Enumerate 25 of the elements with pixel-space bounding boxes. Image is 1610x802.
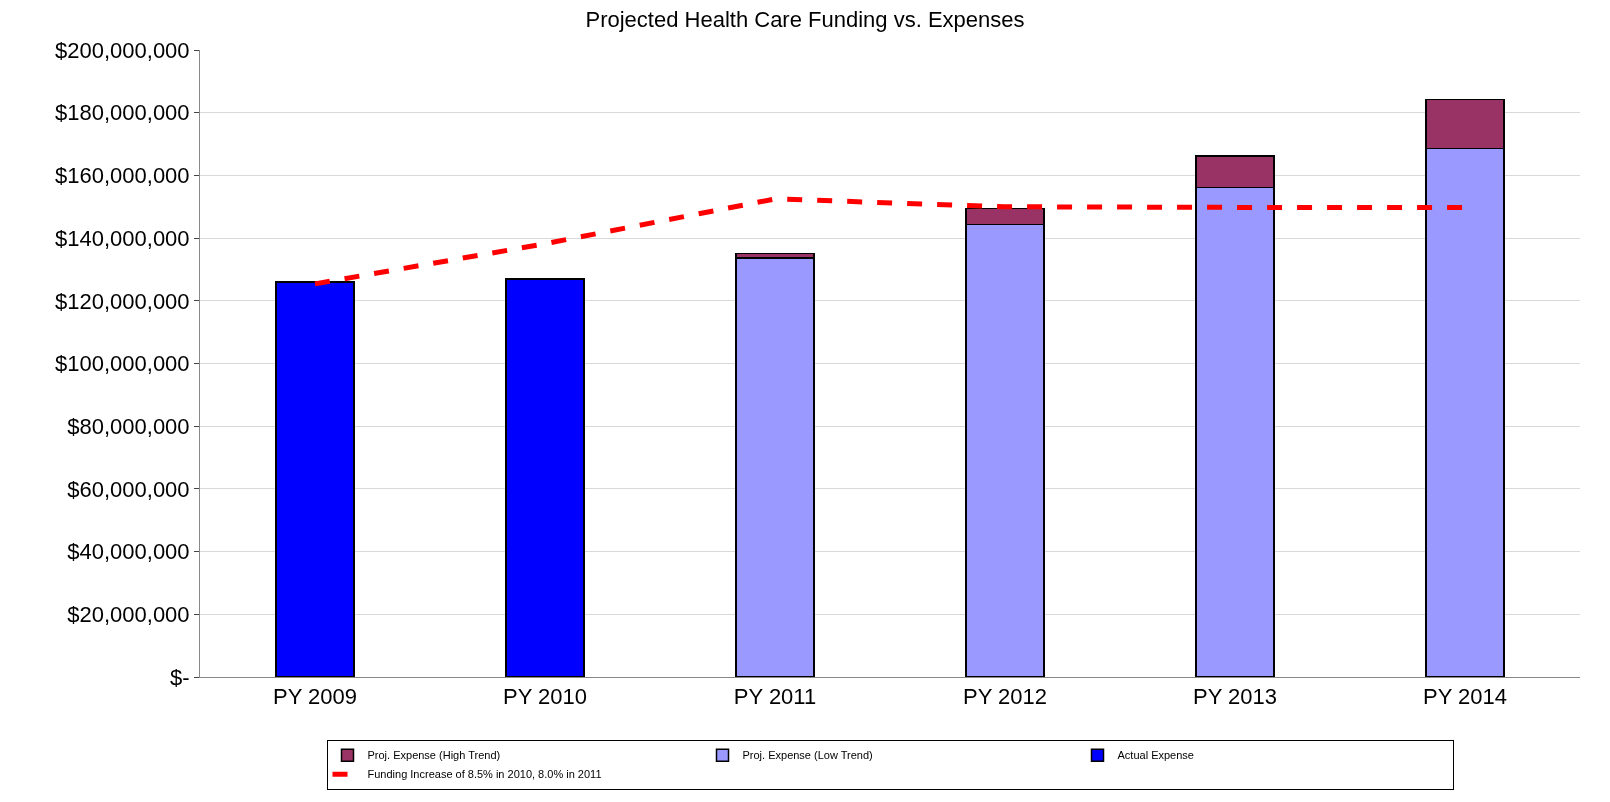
- y-tick-label: $40,000,000: [67, 539, 190, 565]
- y-tick-label: $180,000,000: [55, 100, 190, 126]
- y-tick-label: $200,000,000: [55, 37, 190, 63]
- y-tick-label: $140,000,000: [55, 225, 190, 251]
- y-tick-label: $-: [170, 664, 190, 690]
- legend-label: Funding Increase of 8.5% in 2010, 8.0% in 2011: [367, 768, 602, 781]
- y-tick-label: $80,000,000: [67, 413, 190, 439]
- bar: [275, 281, 355, 677]
- y-tick-label: $20,000,000: [67, 602, 190, 627]
- x-tick-label: PY 2014: [1422, 684, 1508, 710]
- bar: [505, 278, 585, 677]
- x-tick-label: PY 2009: [272, 684, 358, 710]
- x-tick-label: PY 2012: [962, 684, 1048, 710]
- legend-label: Proj. Expense (Low Trend): [742, 749, 873, 762]
- legend-label: Proj. Expense (High Trend): [367, 749, 501, 762]
- y-tick-label: $120,000,000: [55, 288, 190, 314]
- y-tick-label: $60,000,000: [67, 476, 190, 502]
- y-tick-label: $100,000,000: [55, 351, 190, 377]
- x-tick-label: PY 2013: [1192, 684, 1278, 710]
- x-tick-label: PY 2010: [502, 684, 588, 710]
- x-tick-label: PY 2011: [733, 684, 817, 710]
- bar: [735, 257, 815, 677]
- legend-label: Actual Expense: [1117, 749, 1194, 762]
- y-tick-label: $160,000,000: [55, 163, 190, 189]
- chart-title: Projected Health Care Funding vs. Expenses: [585, 7, 1025, 33]
